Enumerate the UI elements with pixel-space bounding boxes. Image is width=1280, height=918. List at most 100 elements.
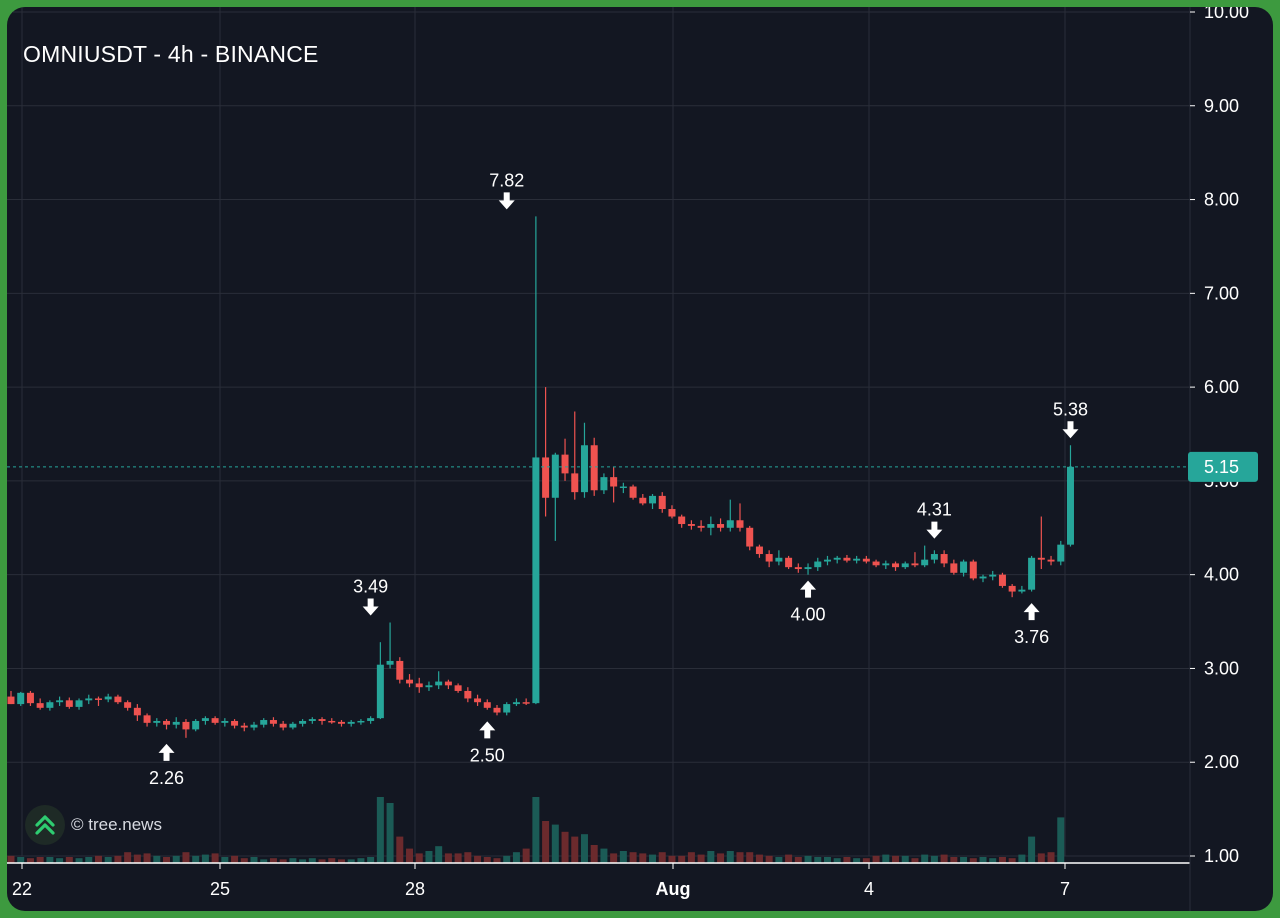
- volume-bar: [707, 851, 715, 863]
- last-price-badge: 5.15: [1188, 451, 1258, 482]
- arrow-up-icon: [1023, 603, 1040, 621]
- candle: [619, 482, 627, 494]
- volume-bar: [969, 858, 977, 863]
- annotation-label: 2.50: [470, 745, 505, 765]
- candle: [250, 721, 258, 731]
- volume-bar: [406, 848, 414, 863]
- candle: [755, 544, 763, 558]
- volume-bar: [474, 855, 482, 863]
- candle: [94, 696, 102, 706]
- volume-bar: [46, 857, 54, 863]
- candle: [678, 514, 686, 528]
- volume-bar: [930, 855, 938, 863]
- volume-bar: [668, 855, 676, 863]
- candle: [580, 422, 588, 498]
- candle: [775, 550, 783, 566]
- volume-bar: [979, 857, 987, 863]
- volume-bar: [561, 831, 569, 863]
- candle: [785, 555, 793, 570]
- volume-bar: [1008, 858, 1016, 863]
- volume-bar: [755, 854, 763, 863]
- candle: [36, 698, 44, 710]
- candle: [260, 718, 268, 728]
- candle: [425, 681, 433, 691]
- watermark-text: © tree.news: [71, 815, 162, 834]
- candle: [960, 559, 968, 577]
- volume-bar: [649, 854, 657, 863]
- candle: [794, 563, 802, 573]
- volume-bar: [532, 797, 540, 863]
- candle: [512, 698, 520, 706]
- candle: [629, 484, 637, 500]
- candle: [153, 718, 161, 727]
- volume-bar: [85, 857, 93, 863]
- candle: [357, 719, 365, 725]
- volume-bar: [94, 855, 102, 863]
- volume-bar: [201, 854, 209, 863]
- volume-bar: [901, 855, 909, 863]
- low-marker: 2.26: [149, 743, 184, 788]
- candle: [201, 716, 209, 725]
- volume-bar: [843, 857, 851, 863]
- volume-bar: [386, 803, 394, 863]
- volume-bar: [269, 858, 277, 863]
- annotation-label: 3.49: [353, 576, 388, 596]
- price-tick-label: 2.00: [1204, 752, 1239, 772]
- volume-bar: [814, 857, 822, 863]
- volume-bar: [736, 852, 744, 863]
- volume-bar: [493, 858, 501, 863]
- candle: [464, 687, 472, 703]
- low-marker: 4.00: [791, 580, 826, 625]
- volume-bar: [357, 858, 365, 863]
- candle: [639, 494, 647, 506]
- volume-bar: [231, 855, 239, 863]
- high-marker: 4.31: [917, 500, 952, 539]
- candle: [406, 674, 414, 688]
- candle: [221, 718, 229, 727]
- volume-bar: [26, 858, 34, 863]
- candle: [998, 572, 1006, 588]
- volume-bar: [823, 857, 831, 863]
- price-tick-label: 3.00: [1204, 658, 1239, 678]
- volume-bar: [892, 855, 900, 863]
- candle: [376, 642, 384, 720]
- candle: [862, 555, 870, 564]
- volume-bar: [133, 854, 141, 863]
- candle: [571, 411, 579, 500]
- candle: [901, 561, 909, 570]
- volume-bar: [464, 852, 472, 863]
- volume-bar: [250, 857, 258, 863]
- arrow-up-icon: [800, 580, 817, 598]
- candle: [833, 555, 841, 564]
- volume-bar: [629, 852, 637, 863]
- candle: [590, 437, 598, 496]
- volume-bar: [503, 855, 511, 863]
- volume-bar: [318, 859, 326, 863]
- candle: [882, 560, 890, 570]
- price-tick-label: 4.00: [1204, 565, 1239, 585]
- annotation-label: 7.82: [489, 170, 524, 190]
- time-tick-label: 22: [12, 879, 32, 899]
- price-tick-label: 7.00: [1204, 283, 1239, 303]
- time-tick-label: 4: [864, 879, 874, 899]
- candle: [435, 671, 443, 690]
- arrow-down-icon: [926, 521, 943, 539]
- candle: [493, 705, 501, 716]
- volume-bar: [56, 858, 64, 863]
- arrow-up-icon: [158, 743, 175, 761]
- candlestick-chart[interactable]: 10.009.008.007.006.005.004.003.002.001.0…: [7, 7, 1273, 911]
- volume-bar: [435, 846, 443, 863]
- candle: [172, 717, 180, 729]
- volume-bar: [512, 852, 520, 863]
- candle: [1066, 445, 1074, 547]
- volume-bar: [717, 853, 725, 863]
- candle: [104, 693, 112, 703]
- price-tick-label: 8.00: [1204, 190, 1239, 210]
- candle: [969, 559, 977, 581]
- candle: [1047, 555, 1055, 566]
- candle: [46, 700, 54, 711]
- candle: [483, 699, 491, 710]
- volume-bar: [960, 857, 968, 863]
- volume-bar: [998, 857, 1006, 863]
- volume-bar: [726, 851, 734, 863]
